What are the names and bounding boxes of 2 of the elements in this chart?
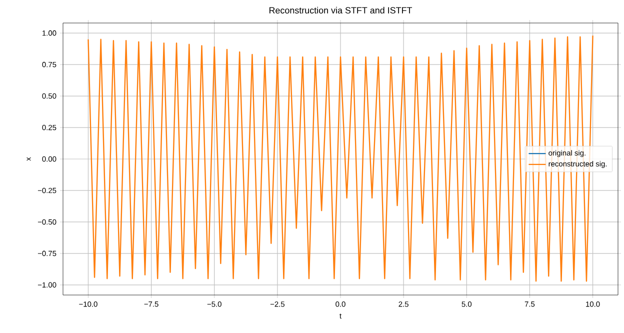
chart-title: Reconstruction via STFT and ISTFT xyxy=(269,6,412,14)
line-series xyxy=(88,34,594,282)
